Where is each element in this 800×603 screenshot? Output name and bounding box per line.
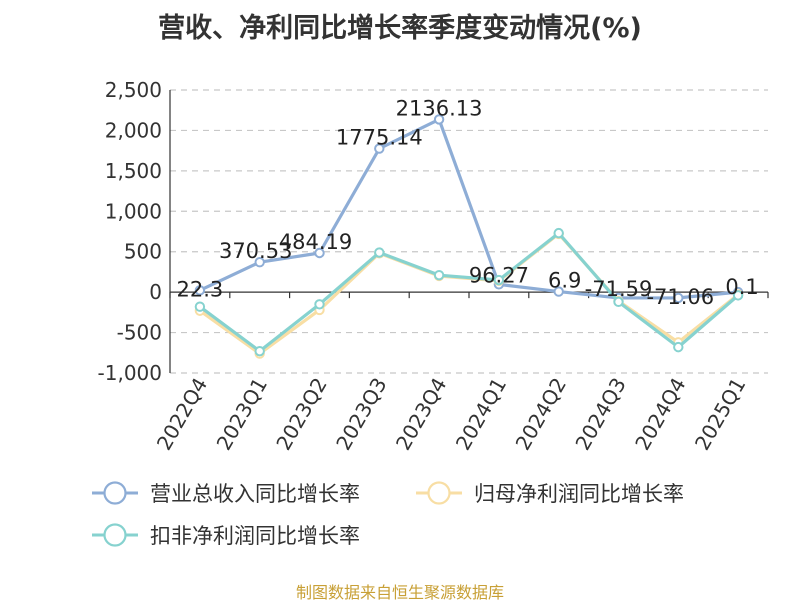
y-tick-label: 1,500 xyxy=(105,159,162,183)
chart-title: 营收、净利同比增长率季度变动情况(%) xyxy=(158,13,642,44)
data-label: -71.06 xyxy=(646,285,714,309)
data-label: 1775.14 xyxy=(336,126,423,150)
x-tick-label: 2024Q3 xyxy=(570,374,630,455)
data-point xyxy=(194,301,206,312)
legend-label: 营业总收入同比增长率 xyxy=(150,482,360,506)
y-tick-label: 500 xyxy=(124,240,162,264)
x-tick-label: 2024Q4 xyxy=(630,374,690,455)
data-label: 22.3 xyxy=(177,277,224,301)
data-point xyxy=(433,269,445,281)
source-note: 制图数据来自恒生聚源数据库 xyxy=(295,583,504,602)
legend-label: 归母净利润同比增长率 xyxy=(474,482,684,506)
x-tick-label: 2023Q3 xyxy=(331,374,391,455)
grid-lines xyxy=(170,89,768,374)
data-label: 484.19 xyxy=(279,230,352,254)
y-tick-label: 0 xyxy=(149,280,162,304)
legend-marker xyxy=(103,481,127,505)
data-point xyxy=(374,143,385,154)
x-tick-label: 2023Q1 xyxy=(212,374,272,455)
data-point xyxy=(673,341,684,353)
x-tick-label: 2022Q4 xyxy=(152,374,212,455)
data-label: -71.59 xyxy=(585,277,653,301)
data-point xyxy=(314,299,325,310)
series-lines xyxy=(194,114,744,359)
series-line xyxy=(199,117,739,300)
x-tick-label: 2023Q2 xyxy=(271,374,331,455)
data-point xyxy=(673,292,684,304)
x-tick-label: 2025Q1 xyxy=(690,374,750,455)
data-point xyxy=(433,114,445,125)
data-point xyxy=(254,345,265,357)
data-point xyxy=(613,296,624,308)
legend-marker xyxy=(103,523,127,547)
data-point xyxy=(254,256,265,268)
y-tick-label: 2,500 xyxy=(105,78,162,102)
x-tick-label: 2024Q2 xyxy=(511,374,571,455)
data-point xyxy=(493,274,505,286)
y-tick-label: -1,000 xyxy=(98,361,162,385)
data-point xyxy=(314,247,325,259)
data-label: 96.27 xyxy=(469,263,529,287)
data-label: 6.9 xyxy=(548,269,581,293)
legend-marker xyxy=(427,481,451,505)
data-point xyxy=(553,286,564,297)
y-tick-label: 2,000 xyxy=(105,118,162,142)
y-tick-label: -500 xyxy=(117,321,162,345)
x-tick-label: 2024Q1 xyxy=(451,374,511,455)
x-tick-label: 2023Q4 xyxy=(391,373,451,454)
series-line xyxy=(198,231,740,353)
data-label: 0.1 xyxy=(725,275,758,299)
y-axis: 2,500 2,000 1,500 1,000 500 0 -500 -1,000 xyxy=(98,78,171,385)
data-point xyxy=(732,290,744,301)
data-point xyxy=(553,227,564,239)
y-tick-label: 1,000 xyxy=(105,199,162,223)
legend-label: 扣非净利润同比增长率 xyxy=(150,524,360,548)
data-label: 370.53 xyxy=(219,239,292,263)
data-point xyxy=(374,247,385,258)
data-label: 2136.13 xyxy=(396,96,483,120)
data-point xyxy=(194,285,206,296)
